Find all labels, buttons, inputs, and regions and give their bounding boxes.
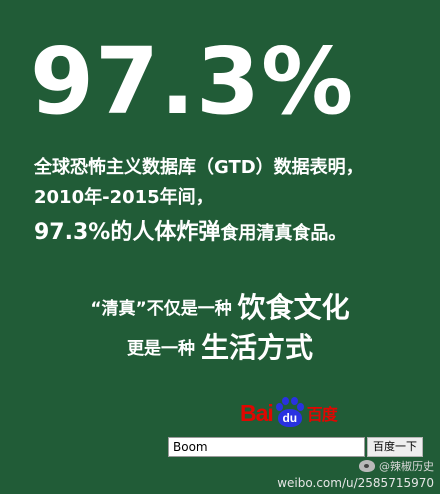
body-line-3-highlight: 97.3%的人体炸弹 (34, 220, 221, 245)
body-line-3: 97.3%的人体炸弹食用清真食品。 (34, 214, 346, 246)
baidu-paw-icon: du (274, 397, 306, 429)
slogan-line-2: 更是一种 生活方式 (0, 326, 440, 366)
baidu-logo-cn: 百度 (306, 405, 338, 424)
body-line-1: 全球恐怖主义数据库（GTD）数据表明， (34, 157, 364, 178)
slogan-line-1-prefix: “清真”不仅是一种 (90, 299, 232, 319)
baidu-logo-bai: Bai (240, 399, 274, 426)
watermark-url: weibo.com/u/2585715970 (277, 476, 434, 490)
baidu-logo[interactable]: Bai du 百度 (240, 396, 338, 430)
baidu-logo-du: du (277, 409, 302, 427)
watermark-name: @辣椒历史 (379, 460, 434, 473)
weibo-icon (359, 460, 375, 472)
slogan-line-1-emphasis: 饮食文化 (237, 291, 350, 324)
headline-percent: 97.3% (30, 28, 355, 135)
search-bar: Boom 百度一下 (168, 437, 423, 457)
slogan-line-1: “清真”不仅是一种 饮食文化 (0, 286, 440, 326)
body-line-3-rest: 食用清真食品。 (220, 223, 347, 244)
search-input[interactable]: Boom (168, 437, 365, 457)
watermark-name-row: @辣椒历史 (314, 458, 434, 474)
slogan-line-2-emphasis: 生活方式 (200, 331, 313, 364)
slogan-line-2-prefix: 更是一种 (127, 339, 196, 359)
weibo-watermark: @辣椒历史 (314, 458, 434, 475)
search-button[interactable]: 百度一下 (367, 437, 423, 457)
body-line-2: 2010年-2015年间， (34, 187, 214, 208)
